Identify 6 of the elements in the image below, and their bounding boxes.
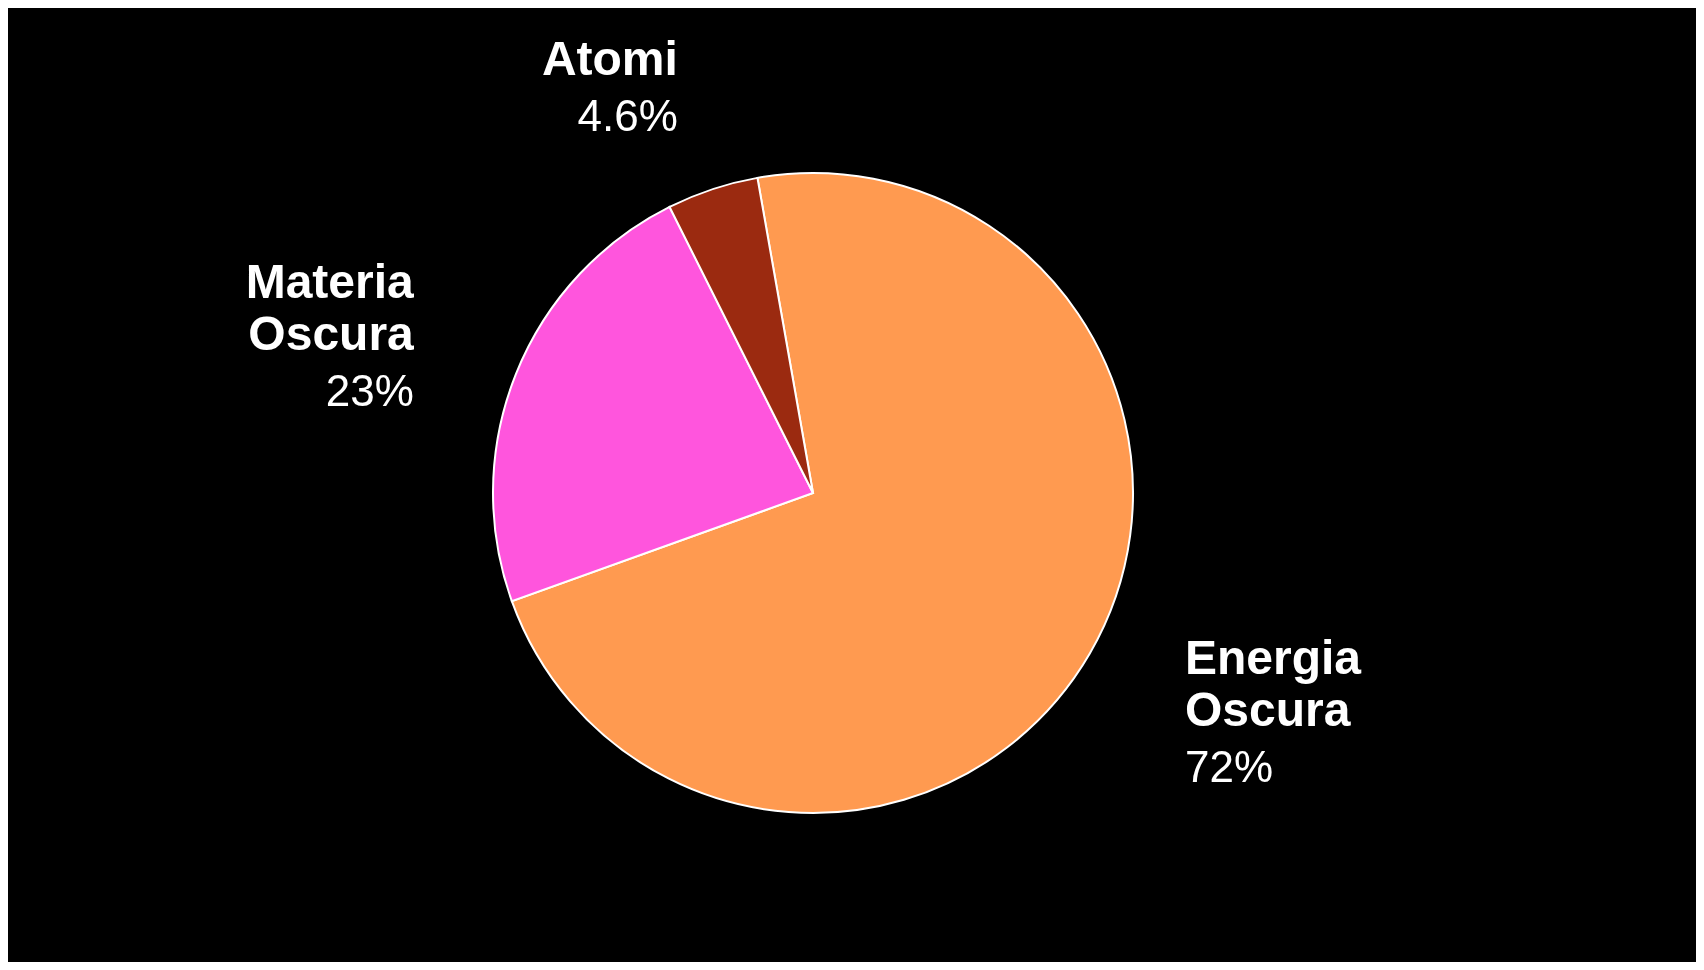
slice-label: Energia Oscura [1184, 630, 1362, 736]
slice-label: Materia Oscura [245, 255, 415, 361]
data-label: 23% [325, 366, 414, 416]
slice-label: Atomi [541, 31, 678, 85]
data-label: 4.6% [577, 90, 678, 140]
data-label: 72% [1184, 741, 1274, 791]
